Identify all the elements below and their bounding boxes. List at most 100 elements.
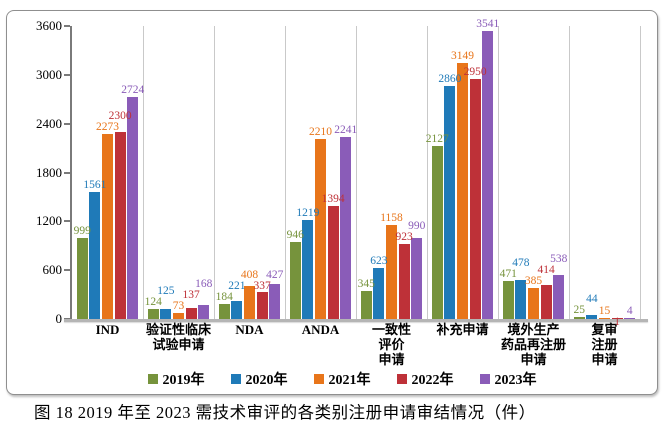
grid-separator [214,26,215,319]
bar-value-label: 999 [73,225,91,237]
bar [611,318,623,319]
bar [198,305,210,319]
y-axis-tick [64,25,70,27]
x-axis-category-label: 补充申请 [427,322,498,337]
bar-value-label: 137 [182,289,200,301]
bar-value-label: 2210 [309,126,332,138]
legend-swatch [479,374,490,384]
bar-value-label: 44 [586,293,598,305]
bar-value-label: 345 [357,278,375,290]
x-axis-line [64,319,648,322]
plot-area: 0 600 1200 1800 2400 3000 3600 999 1561 2273 2300 2… [36,18,648,367]
bar [114,132,126,319]
x-axis-category-label-line: IND [95,322,120,337]
bar-value-label: 408 [240,269,259,281]
legend-swatch [230,374,241,384]
x-axis-category-label: 验证性临床 试验申请 [143,322,214,352]
grid-separator [143,26,144,319]
bar-value-label: 2273 [96,121,119,133]
bar [102,134,113,319]
bar-value-label: 168 [195,278,213,290]
bar-value-label: 221 [228,280,246,292]
bar-value-label: 2241 [334,124,358,136]
legend-item: 2020年 [230,369,288,389]
bar-value-label: 124 [144,296,162,308]
bar-value-label: 1 [614,316,620,328]
bar-value-label: 1158 [380,212,403,224]
bar-value-label: 923 [395,231,413,243]
x-axis-category-label: 一致性 评价 申请 [356,322,427,367]
bar-value-label: 946 [286,229,304,241]
y-axis-tick-label: 2400 [36,115,62,131]
bar-value-label: 471 [499,268,517,280]
bar-value-label: 414 [537,264,555,276]
bar [269,284,281,319]
legend-label: 2021年 [328,373,371,388]
y-axis-tick-label: 3000 [36,66,62,82]
y-axis-tick [64,220,70,223]
bar [315,139,326,319]
bar [431,146,443,319]
bar [327,206,339,319]
legend-swatch [313,374,324,384]
bar [127,97,139,319]
y-axis-tick-label: 0 [55,311,63,326]
x-axis-category-label-line: 评价 [378,337,405,352]
x-axis-category-label-line: 申请 [591,352,618,367]
legend-label: 2020年 [245,373,288,388]
bar [340,137,352,319]
bar [256,292,268,319]
legend-label: 2023年 [494,373,537,388]
bar-value-label: 990 [408,220,426,232]
bar [289,242,301,319]
x-axis-category-label-line: NDA [235,322,264,337]
bar [218,304,230,319]
grid-separator [356,26,357,319]
figure-caption: 图 18 2019 年至 2023 需技术审评的各类别注册申请审结情况（件） [34,403,536,422]
bar [457,63,468,319]
bar-value-label: 1561 [83,179,107,191]
bar-value-label: 538 [550,253,568,265]
bar [540,285,552,319]
bar-value-label: 4 [626,305,633,317]
bar-value-label: 1394 [321,193,345,205]
y-axis-tick-label: 1200 [36,213,62,229]
bar [599,318,610,319]
bar [573,317,585,319]
grid-separator [498,26,499,319]
legend-swatch [396,374,407,384]
bar-value-label: 385 [524,275,543,287]
bar-value-label: 3149 [451,50,474,62]
bar-value-label: 2300 [108,110,132,122]
legend-item: 2019年 [147,369,205,389]
grid-separator [285,26,286,319]
x-axis-category-label-line: 验证性临床 [145,322,211,337]
bar [89,192,101,319]
grid-separator [569,26,570,319]
bar-value-label: 2950 [463,66,487,78]
bar [173,313,184,319]
x-axis-category-label-line: 药品再注册 [500,337,566,352]
bar-value-label: 2860 [438,73,462,85]
bar-value-label: 1219 [296,207,320,219]
bar [147,309,159,319]
legend-label: 2022年 [411,373,454,388]
y-axis-tick-label: 600 [42,262,63,278]
bar-value-label: 73 [172,300,185,312]
bar [231,301,243,319]
bar-value-label: 125 [157,285,175,297]
bar [76,238,88,319]
x-axis-category-label: ANDA [285,322,356,337]
x-axis-category-label: IND [72,322,143,337]
bar [482,31,494,319]
x-axis-category-label: NDA [214,322,285,337]
grid-separator [427,26,428,319]
bar-value-label: 15 [598,305,611,317]
x-axis-category-label-line: ANDA [301,322,340,337]
x-axis-category-label-line: 申请 [520,352,547,367]
bar [528,288,539,319]
bar-value-label: 2724 [121,84,145,96]
y-axis-tick [64,269,70,272]
chart-legend: 2019年 2020年 2021年 2022年 2023年 [47,369,637,389]
y-axis-tick [64,73,70,76]
